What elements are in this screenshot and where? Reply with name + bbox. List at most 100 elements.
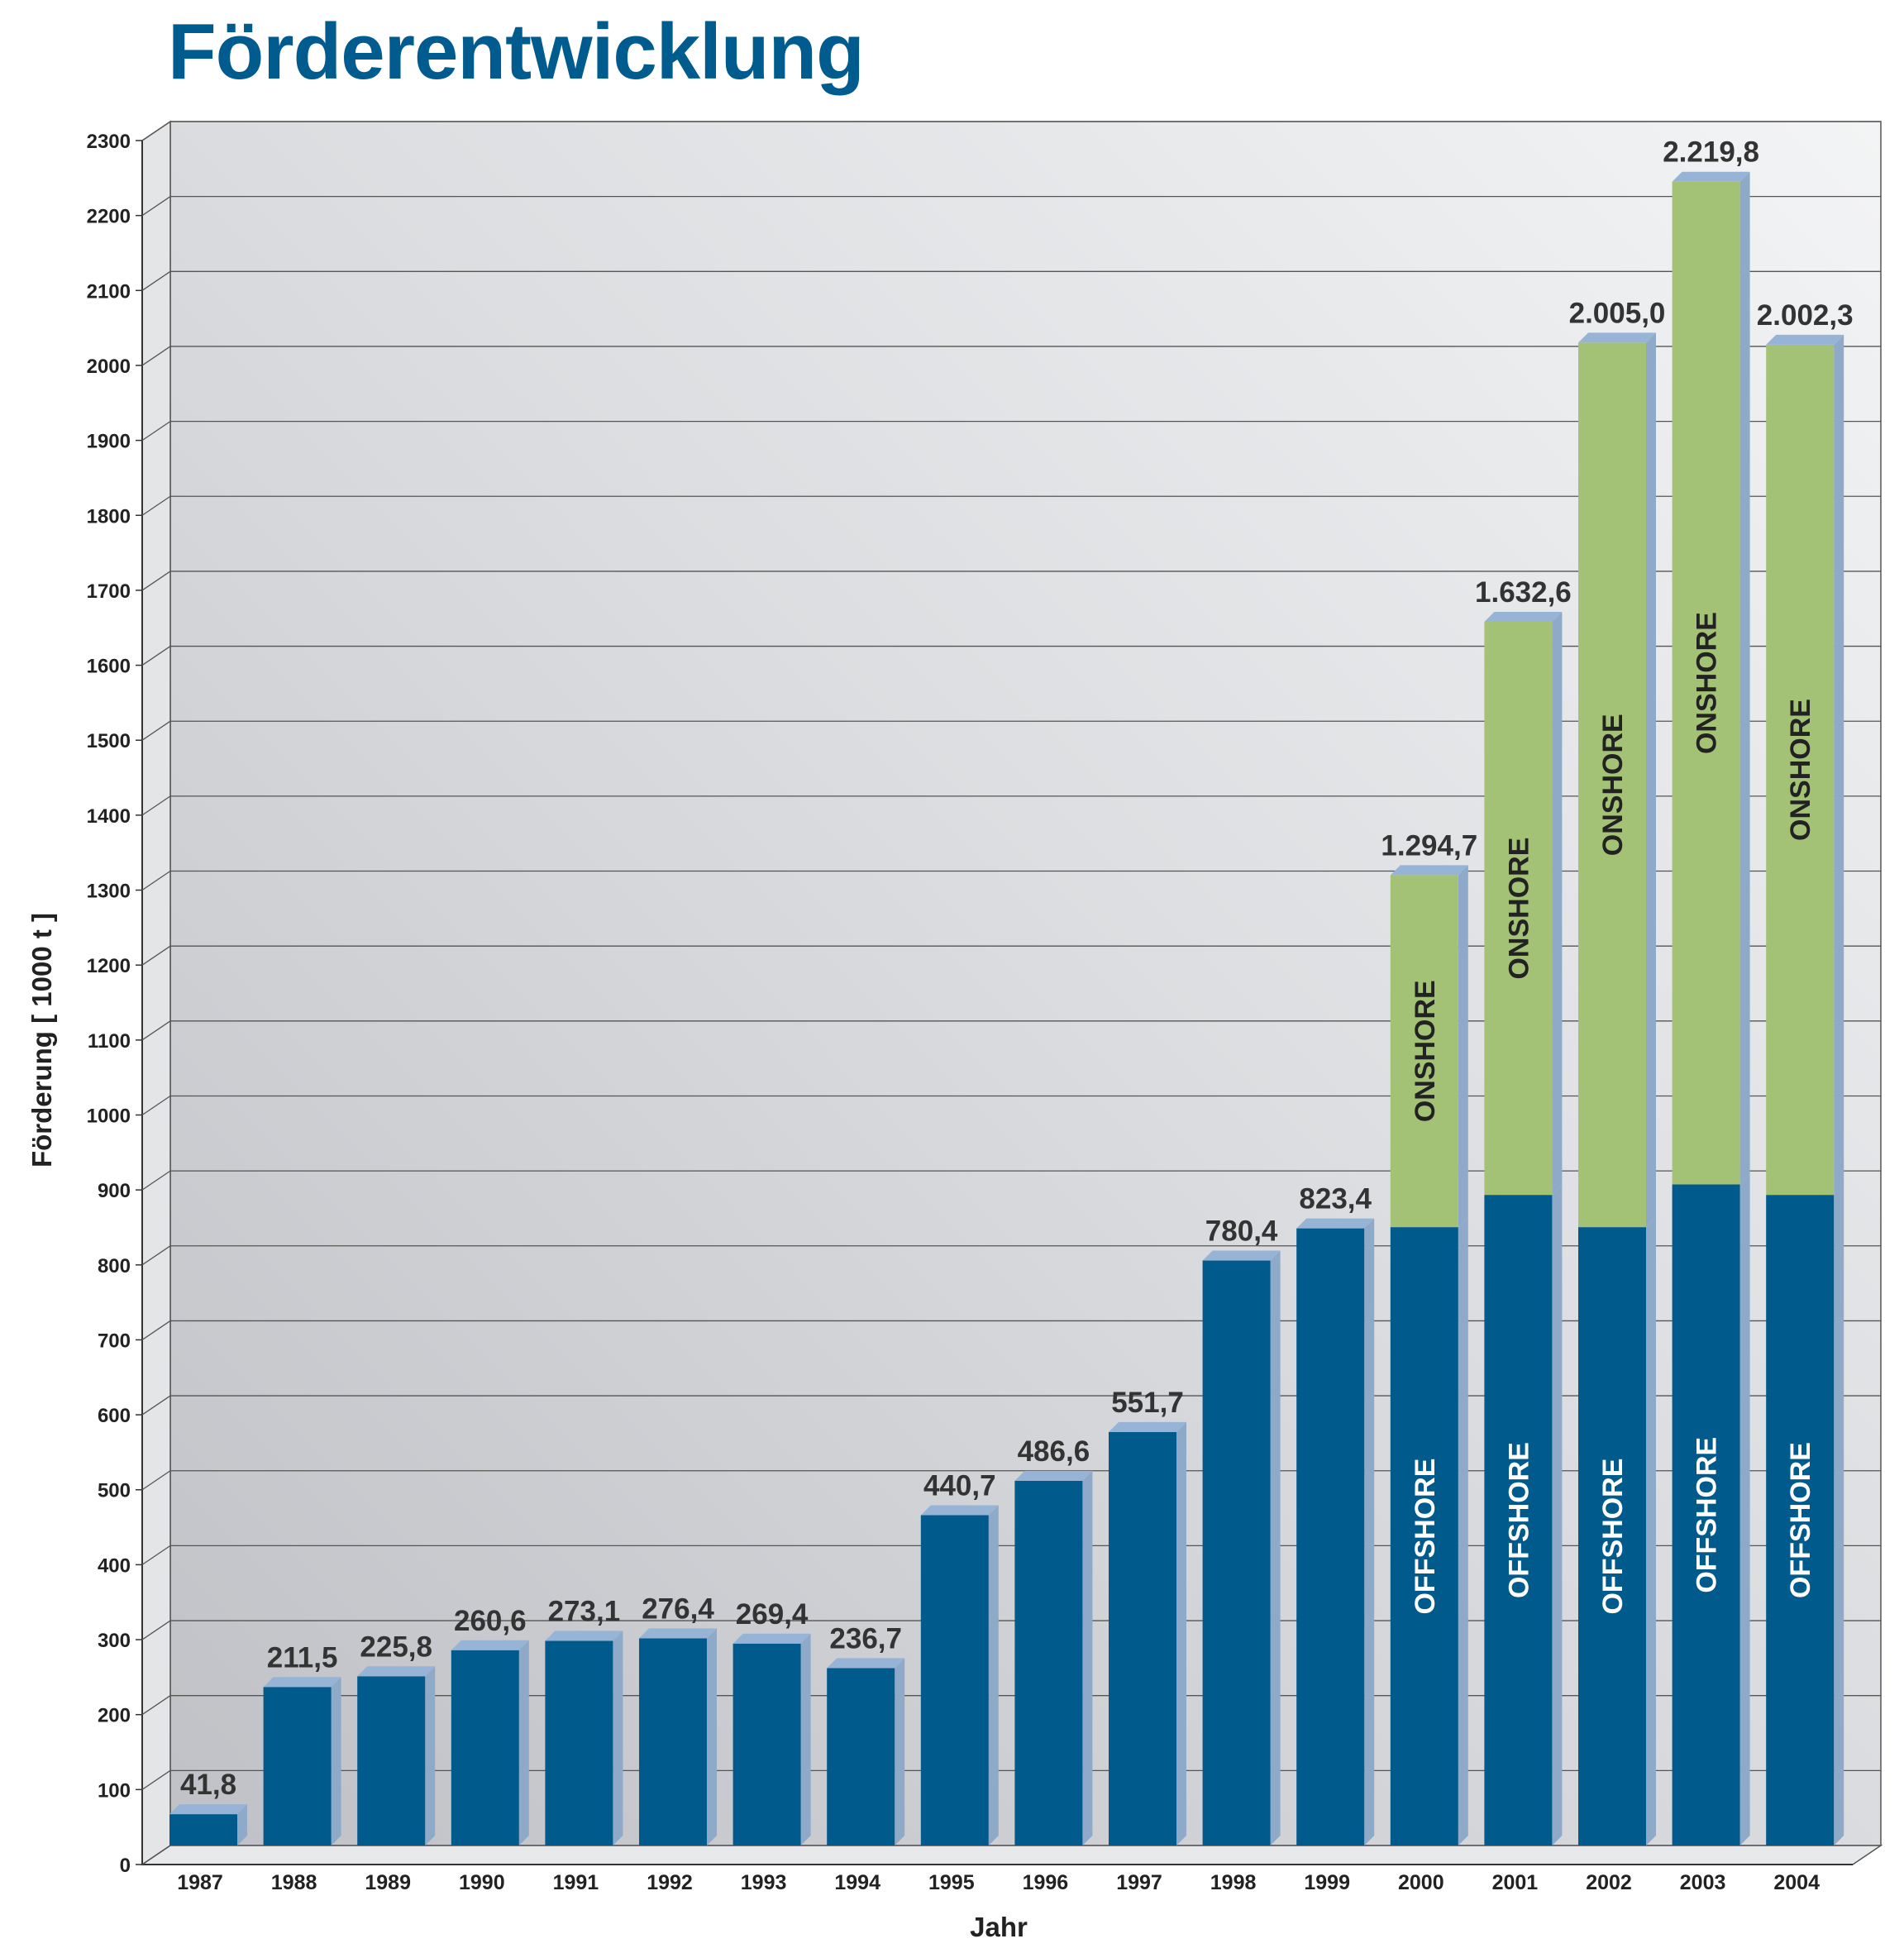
data-label: 2.005,0 bbox=[1569, 297, 1666, 329]
bar-side bbox=[1552, 612, 1563, 1196]
data-label: 41,8 bbox=[180, 1769, 236, 1801]
bar-side bbox=[1270, 1250, 1281, 1846]
gridline-wall bbox=[141, 1020, 171, 1041]
data-label: 260,6 bbox=[454, 1605, 527, 1637]
data-label: 225,8 bbox=[360, 1631, 432, 1663]
bar-side bbox=[425, 1666, 436, 1846]
y-tick-label: 800 bbox=[98, 1255, 131, 1277]
bar-side bbox=[800, 1633, 811, 1846]
x-tick-label: 2004 bbox=[1773, 1871, 1820, 1894]
y-tick-label: 0 bbox=[120, 1855, 131, 1877]
gridline-wall bbox=[141, 1470, 171, 1491]
x-tick-label: 1996 bbox=[1023, 1871, 1069, 1894]
y-tick-label: 1900 bbox=[87, 431, 131, 453]
data-label: 273,1 bbox=[548, 1595, 621, 1627]
y-tick-label: 100 bbox=[98, 1779, 131, 1802]
x-tick-label: 1989 bbox=[365, 1871, 411, 1894]
bar-top bbox=[1672, 171, 1750, 182]
data-label: 1.294,7 bbox=[1381, 829, 1477, 862]
data-label: 211,5 bbox=[267, 1641, 338, 1674]
bar-segment-onshore bbox=[1578, 342, 1646, 1228]
segment-label-offshore: OFFSHORE bbox=[1692, 1437, 1723, 1593]
bar-top bbox=[732, 1633, 811, 1644]
bar-side bbox=[1739, 1174, 1750, 1846]
data-label: 780,4 bbox=[1205, 1215, 1278, 1248]
x-tick-label: 2000 bbox=[1398, 1871, 1444, 1894]
bar-segment-onshore bbox=[1766, 344, 1835, 1196]
y-tick-label: 2000 bbox=[87, 356, 131, 378]
x-tick-label: 1992 bbox=[647, 1871, 693, 1894]
bar-segment-offshore bbox=[1390, 1227, 1458, 1846]
segment-label-offshore: OFFSHORE bbox=[1410, 1459, 1441, 1615]
bar-side bbox=[1834, 334, 1844, 1196]
x-tick-label: 1988 bbox=[271, 1871, 317, 1894]
y-tick-label: 700 bbox=[98, 1330, 131, 1352]
y-tick-label: 900 bbox=[98, 1180, 131, 1202]
gridline-wall bbox=[141, 1320, 171, 1340]
y-tick-label: 1300 bbox=[87, 881, 131, 903]
data-label: 269,4 bbox=[736, 1598, 809, 1631]
bar-segment-onshore bbox=[1672, 181, 1740, 1185]
x-tick-label: 1997 bbox=[1116, 1871, 1162, 1894]
segment-label-offshore: OFFSHORE bbox=[1597, 1459, 1629, 1615]
bar-segment-offshore bbox=[451, 1650, 519, 1846]
gridline-wall bbox=[141, 945, 171, 966]
bar-top bbox=[1578, 332, 1656, 343]
bar-side bbox=[1176, 1421, 1186, 1846]
segment-label-onshore: ONSHORE bbox=[1503, 838, 1534, 980]
x-tick-label: 1995 bbox=[928, 1871, 975, 1894]
x-tick-label: 2003 bbox=[1680, 1871, 1726, 1894]
bar-top bbox=[263, 1677, 341, 1688]
bar-side bbox=[1552, 1185, 1563, 1846]
bar-top bbox=[1766, 334, 1844, 345]
gridline-wall bbox=[141, 495, 171, 516]
bar-top bbox=[451, 1640, 529, 1650]
segment-label-onshore: ONSHORE bbox=[1692, 612, 1723, 754]
bar-top bbox=[827, 1658, 905, 1669]
bar-segment-offshore bbox=[169, 1814, 237, 1846]
bar-side bbox=[1458, 1217, 1468, 1846]
y-tick-label: 400 bbox=[98, 1554, 131, 1577]
x-tick-label: 1991 bbox=[553, 1871, 599, 1894]
bar-segment-offshore bbox=[357, 1676, 426, 1846]
gridline-wall bbox=[141, 1695, 171, 1716]
segment-label-onshore: ONSHORE bbox=[1785, 699, 1816, 841]
bar-segment-offshore bbox=[827, 1668, 895, 1846]
y-tick-label: 2100 bbox=[87, 280, 131, 303]
y-tick-label: 200 bbox=[98, 1705, 131, 1727]
gridline-wall bbox=[141, 1245, 171, 1266]
bar-segment-offshore bbox=[1578, 1227, 1646, 1846]
y-tick-label: 1100 bbox=[88, 1030, 131, 1053]
gridline-wall bbox=[141, 1620, 171, 1640]
x-tick-label: 2001 bbox=[1492, 1871, 1539, 1894]
y-tick-label: 2300 bbox=[87, 131, 131, 153]
gridline-wall bbox=[141, 346, 171, 366]
y-axis-label: Förderung [ 1000 t ] bbox=[26, 913, 57, 1168]
x-tick-label: 1999 bbox=[1304, 1871, 1350, 1894]
gridline-wall bbox=[141, 1095, 171, 1116]
x-tick-label: 1994 bbox=[834, 1871, 880, 1894]
bar-segment-offshore bbox=[1202, 1260, 1271, 1846]
bar-side bbox=[1646, 332, 1656, 1228]
bar-top bbox=[1202, 1250, 1281, 1261]
data-label: 823,4 bbox=[1299, 1183, 1372, 1215]
bar-side bbox=[895, 1658, 905, 1846]
data-label: 440,7 bbox=[923, 1469, 996, 1502]
bar-side bbox=[1082, 1470, 1093, 1846]
plot-left-wall bbox=[141, 120, 171, 1866]
bar-segment-offshore bbox=[1014, 1480, 1083, 1846]
y-tick-label: 600 bbox=[98, 1405, 131, 1427]
bar-top bbox=[920, 1505, 999, 1516]
bar-top bbox=[545, 1631, 623, 1641]
plot-floor bbox=[140, 1845, 1883, 1865]
gridline-wall bbox=[141, 421, 171, 442]
bar-top bbox=[1484, 612, 1563, 623]
gridline-wall bbox=[141, 795, 171, 816]
gridline-wall bbox=[141, 1769, 171, 1790]
y-tick-label: 1700 bbox=[87, 580, 131, 603]
gridline-wall bbox=[141, 571, 171, 591]
bar-segment-offshore bbox=[920, 1515, 989, 1846]
segment-label-offshore: OFFSHORE bbox=[1785, 1442, 1816, 1598]
segment-label-onshore: ONSHORE bbox=[1410, 980, 1441, 1122]
